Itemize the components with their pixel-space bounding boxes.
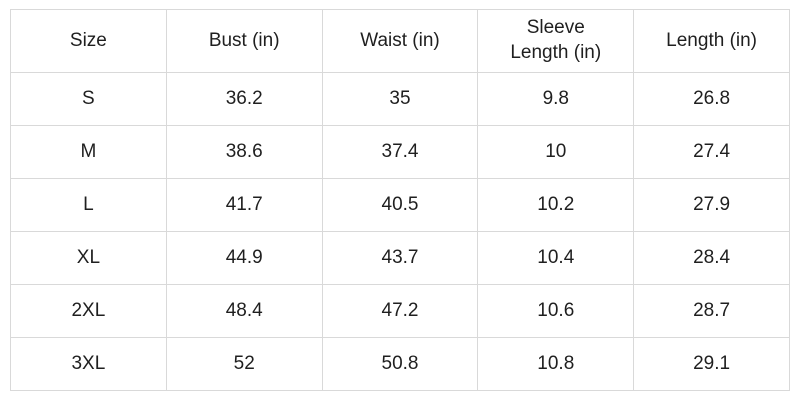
header-cell: Length (in) <box>633 9 790 73</box>
measure-cell: 10 <box>477 125 635 179</box>
measure-cell: 38.6 <box>165 125 323 179</box>
size-cell: M <box>10 125 167 179</box>
measure-cell: 35 <box>321 72 479 126</box>
size-table: Size Bust (in) Waist (in) Sleeve Length (in… <box>10 9 790 391</box>
measure-cell: 50.8 <box>321 337 479 391</box>
table-row: 2XL 48.4 47.2 10.6 28.7 <box>10 284 790 338</box>
size-cell: 3XL <box>10 337 167 391</box>
measure-cell: 29.1 <box>633 337 790 391</box>
size-cell: XL <box>10 231 167 285</box>
header-text: Sleeve Length (in) <box>510 17 602 63</box>
table-row: M 38.6 37.4 10 27.4 <box>10 125 790 179</box>
table-row: XL 44.9 43.7 10.4 28.4 <box>10 231 790 285</box>
table-header: Size Bust (in) Waist (in) Sleeve Length (in… <box>10 9 790 73</box>
measure-cell: 48.4 <box>165 284 323 338</box>
measure-cell: 28.7 <box>633 284 790 338</box>
measure-cell: 36.2 <box>165 72 323 126</box>
header-cell: Waist (in) <box>321 9 479 73</box>
header-cell: Size <box>10 9 167 73</box>
table-row: S 36.2 35 9.8 26.8 <box>10 72 790 126</box>
measure-cell: 27.4 <box>633 125 790 179</box>
measure-cell: 41.7 <box>165 178 323 232</box>
measure-cell: 37.4 <box>321 125 479 179</box>
measure-cell: 44.9 <box>165 231 323 285</box>
measure-cell: 40.5 <box>321 178 479 232</box>
header-cell: Bust (in) <box>165 9 323 73</box>
measure-cell: 27.9 <box>633 178 790 232</box>
header-text: Length (in) <box>666 29 758 51</box>
header-row: Size Bust (in) Waist (in) Sleeve Length (in… <box>10 9 790 73</box>
size-cell: S <box>10 72 167 126</box>
table-row: 3XL 52 50.8 10.8 29.1 <box>10 337 790 391</box>
measure-cell: 9.8 <box>477 72 635 126</box>
size-cell: L <box>10 178 167 232</box>
measure-cell: 52 <box>165 337 323 391</box>
measure-cell: 26.8 <box>633 72 790 126</box>
measure-cell: 43.7 <box>321 231 479 285</box>
measure-cell: 10.4 <box>477 231 635 285</box>
measure-cell: 10.2 <box>477 178 635 232</box>
header-cell: Sleeve Length (in) <box>477 9 635 73</box>
measure-cell: 47.2 <box>321 284 479 338</box>
table-row: L 41.7 40.5 10.2 27.9 <box>10 178 790 232</box>
header-text: Size <box>69 29 107 51</box>
header-text: Waist (in) <box>360 29 440 51</box>
measure-cell: 10.6 <box>477 284 635 338</box>
header-text: Bust (in) <box>208 29 280 51</box>
size-cell: 2XL <box>10 284 167 338</box>
measure-cell: 28.4 <box>633 231 790 285</box>
table-body: S 36.2 35 9.8 26.8 M 38.6 37.4 10 27.4 L 41.7 40.5 10… <box>10 72 790 391</box>
measure-cell: 10.8 <box>477 337 635 391</box>
